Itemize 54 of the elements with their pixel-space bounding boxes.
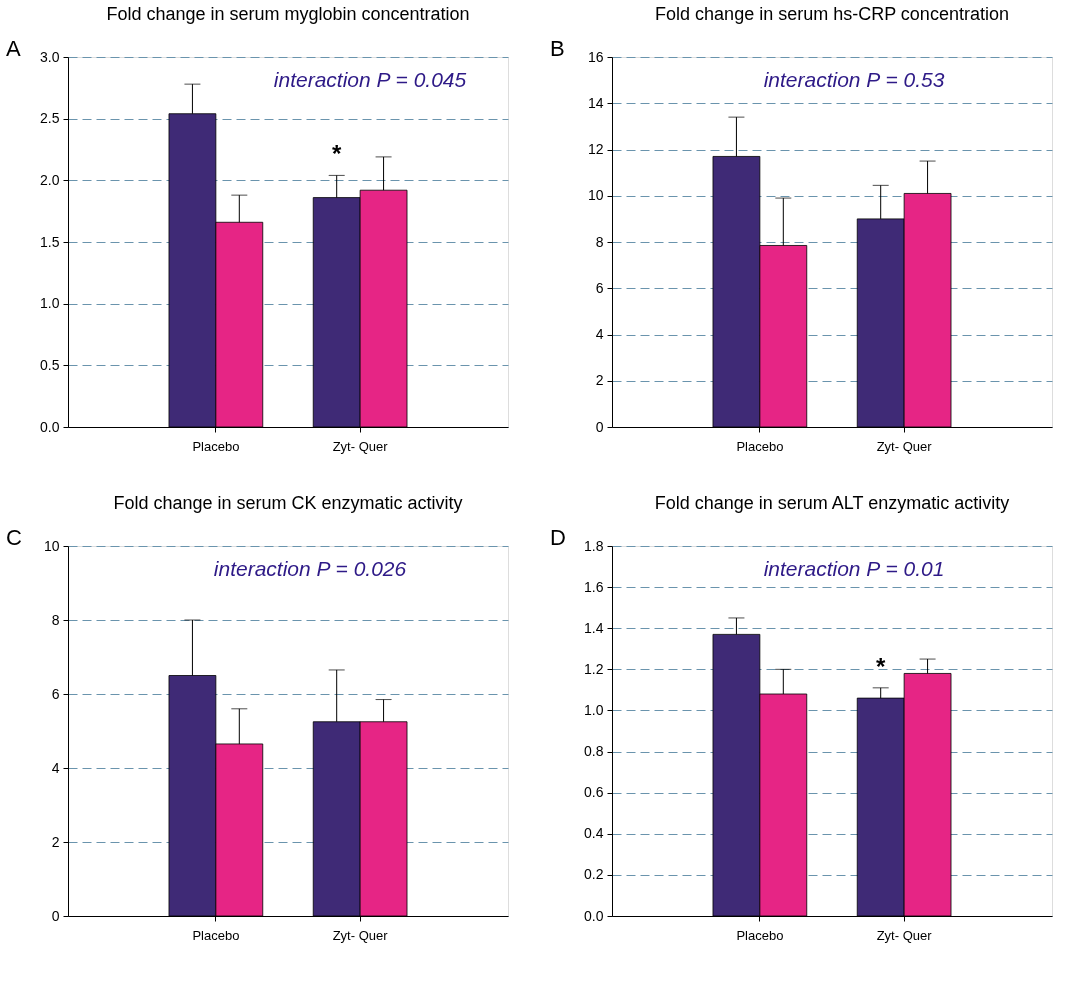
annotation: interaction P = 0.53 bbox=[763, 68, 945, 91]
annotation: interaction P = 0.01 bbox=[763, 557, 945, 580]
x-tick-label: Zyt- Quer bbox=[876, 927, 933, 943]
y-tick-label: 0 bbox=[51, 907, 60, 924]
y-tick-label: 0.0 bbox=[40, 418, 60, 435]
x-tick-label: Zyt- Quer bbox=[332, 438, 389, 454]
chart-title: Fold change in serum ALT enzymatic activity bbox=[654, 493, 1010, 513]
y-tick-label: 14 bbox=[587, 94, 604, 111]
y-tick-label: 8 bbox=[51, 611, 60, 628]
x-tick-label: Placebo bbox=[736, 927, 784, 943]
chart-title: Fold change in serum myglobin concentration bbox=[106, 4, 470, 24]
y-tick-label: 2 bbox=[51, 833, 60, 850]
text: A bbox=[6, 36, 21, 61]
y-tick-label: 1.5 bbox=[40, 233, 60, 250]
y-tick-label: 2.5 bbox=[40, 110, 60, 127]
y-tick-label: 1.2 bbox=[584, 660, 604, 677]
y-tick-label: 2.0 bbox=[40, 171, 60, 188]
annotation: interaction P = 0.045 bbox=[273, 68, 467, 91]
y-tick-label: 3.0 bbox=[40, 48, 60, 65]
y-tick-label: 0.5 bbox=[40, 356, 60, 373]
y-tick-label: 1.0 bbox=[40, 295, 60, 312]
x-tick-label: Placebo bbox=[192, 438, 240, 454]
text: B bbox=[550, 36, 565, 61]
chart-title: Fold change in serum hs-CRP concentration bbox=[655, 4, 1009, 24]
y-tick-label: 8 bbox=[595, 233, 604, 250]
y-tick-label: 4 bbox=[51, 759, 60, 776]
annotation: interaction P = 0.026 bbox=[213, 557, 407, 580]
y-tick-label: 0.0 bbox=[584, 907, 604, 924]
chart-title: Fold change in serum CK enzymatic activity bbox=[113, 493, 463, 513]
text: D bbox=[550, 525, 566, 550]
y-tick-label: 6 bbox=[51, 685, 60, 702]
x-tick-label: Zyt- Quer bbox=[876, 438, 933, 454]
x-tick-label: Placebo bbox=[192, 927, 240, 943]
x-tick-label: Zyt- Quer bbox=[332, 927, 389, 943]
y-tick-label: 2 bbox=[595, 372, 604, 389]
y-tick-label: 10 bbox=[43, 537, 60, 554]
text: C bbox=[6, 525, 22, 550]
y-tick-label: 0.2 bbox=[584, 866, 604, 883]
y-tick-label: 12 bbox=[587, 141, 604, 157]
y-tick-label: 10 bbox=[587, 187, 604, 204]
y-tick-label: 0.4 bbox=[584, 825, 604, 842]
y-tick-label: 4 bbox=[595, 326, 604, 342]
y-tick-label: 1.8 bbox=[584, 537, 604, 554]
y-tick-label: 1.0 bbox=[584, 701, 604, 718]
data-label: * bbox=[332, 140, 343, 168]
data-label: * bbox=[876, 652, 887, 680]
y-tick-label: 1.6 bbox=[584, 578, 604, 595]
y-tick-label: 16 bbox=[587, 48, 604, 65]
y-tick-label: 1.4 bbox=[584, 619, 604, 636]
y-tick-label: 0.8 bbox=[584, 743, 604, 760]
y-tick-label: 6 bbox=[595, 279, 604, 296]
y-tick-label: 0.6 bbox=[584, 784, 604, 801]
y-tick-label: 0 bbox=[595, 418, 604, 435]
x-tick-label: Placebo bbox=[736, 438, 784, 454]
